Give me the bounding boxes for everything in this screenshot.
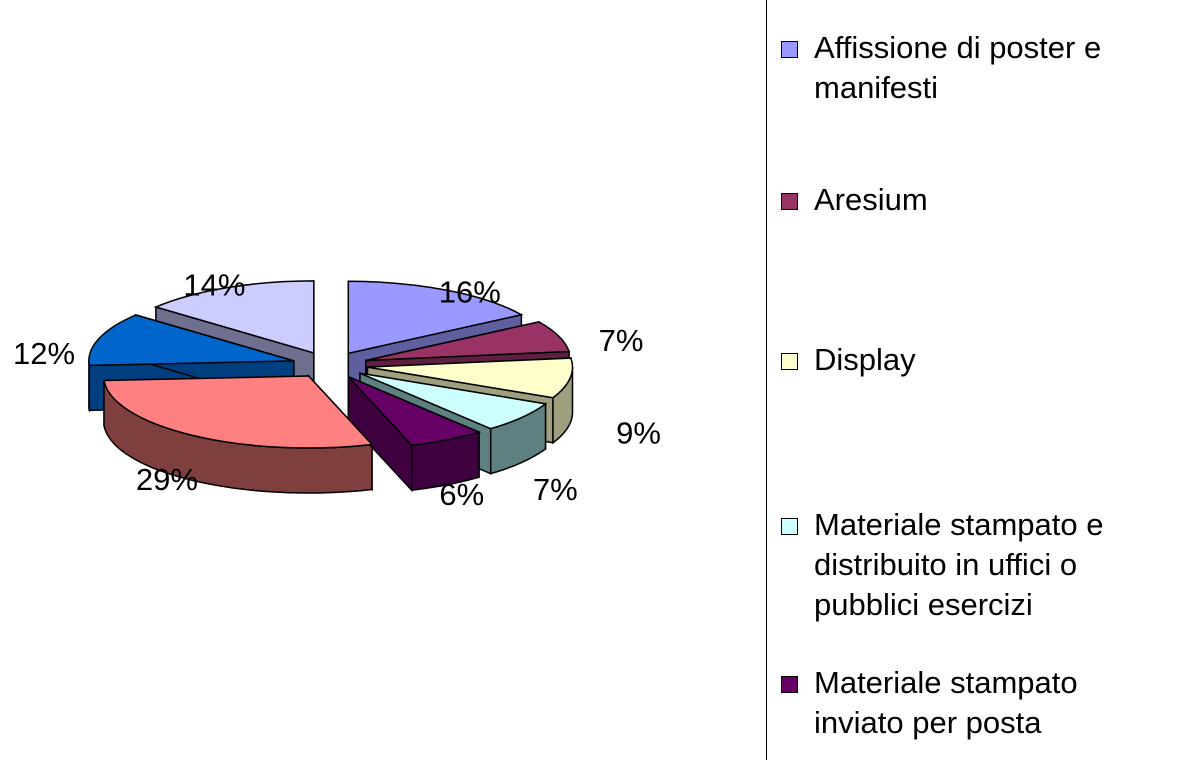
legend-swatch <box>781 676 798 693</box>
legend-swatch <box>781 518 798 535</box>
legend-swatch <box>781 41 798 58</box>
legend-label-line: Materiale stampato <box>814 665 1078 700</box>
pie-value-labels: 16% 7% 9% 7% 6% 29% 12% 14% <box>13 267 661 512</box>
slice-5-value-label: 6% <box>439 477 484 512</box>
legend-label-line: distribuito in uffici o <box>814 547 1078 582</box>
slice-3-top <box>367 357 574 399</box>
slice-7-value-label: 12% <box>13 336 75 371</box>
slice-4-value-label: 7% <box>533 472 578 507</box>
legend-swatch <box>781 193 798 210</box>
legend-label-line: Materiale stampato e <box>814 507 1104 542</box>
slice-3-value-label: 9% <box>616 416 661 451</box>
legend-label-line: Aresium <box>814 182 928 217</box>
legend-label: Affissione di poster e manifesti <box>814 28 1174 108</box>
legend-label-line: Display <box>814 342 916 377</box>
slice-1-top <box>347 280 524 355</box>
legend-label-line: pubblici esercizi <box>814 587 1033 622</box>
slice-4-top <box>359 372 548 430</box>
slice-8-top <box>153 280 315 354</box>
slice-6-top <box>103 375 374 449</box>
legend-label: Materiale stampato e distribuito in uffic… <box>814 505 1174 625</box>
legend-label-line: Affissione di poster e <box>814 30 1102 65</box>
legend-label-line: manifesti <box>814 70 939 105</box>
pie-chart: 16% 7% 9% 7% 6% 29% 12% 14% <box>13 267 661 512</box>
legend-label: Materiale stampato inviato per posta <box>814 663 1174 743</box>
slice-7-top <box>88 314 295 367</box>
legend-label: Aresium <box>814 180 1174 220</box>
slice-2-value-label: 7% <box>599 323 644 358</box>
legend: Affissione di poster e manifesti Aresium Di… <box>766 0 1177 760</box>
pie-top-faces <box>88 280 574 449</box>
slice-1-value-label: 16% <box>439 274 501 309</box>
slice-2-top <box>365 321 571 362</box>
legend-label: Display <box>814 340 1174 380</box>
legend-swatch <box>781 353 798 370</box>
legend-label-line: inviato per posta <box>814 705 1042 740</box>
slice-8-value-label: 14% <box>183 267 245 302</box>
slice-6-value-label: 29% <box>136 462 198 497</box>
slice-5-top <box>347 376 482 446</box>
